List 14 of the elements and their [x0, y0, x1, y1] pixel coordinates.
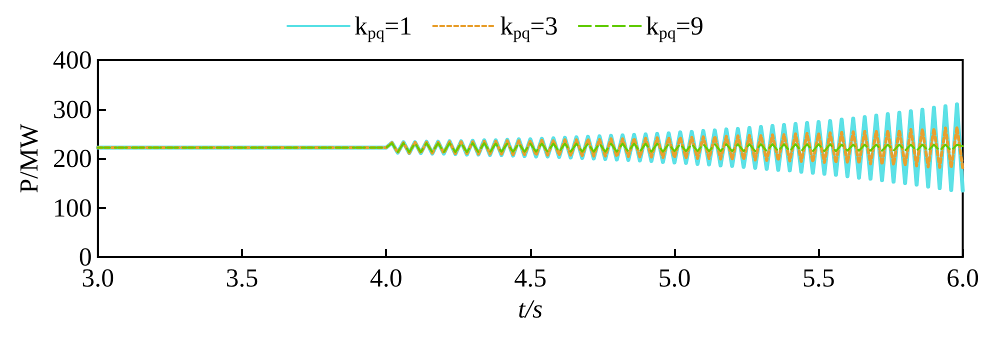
y-tick-label: 100 [52, 193, 92, 222]
x-tick-label: 5.0 [658, 264, 691, 292]
y-tick-label: 400 [52, 46, 92, 74]
y-axis-title: P/MW [14, 123, 44, 194]
x-tick-label: 5.5 [802, 264, 835, 292]
x-tick-label: 3.5 [226, 264, 258, 292]
line-series [96, 125, 964, 170]
x-axis-title: t/s [518, 294, 543, 324]
x-tick-label: 6.0 [946, 264, 979, 292]
x-tick-label: 4.0 [370, 264, 402, 292]
y-tick-label: 300 [52, 94, 92, 124]
line-series [96, 142, 964, 154]
x-tick-label: 4.5 [514, 264, 547, 292]
y-tick-label: 200 [52, 144, 92, 173]
